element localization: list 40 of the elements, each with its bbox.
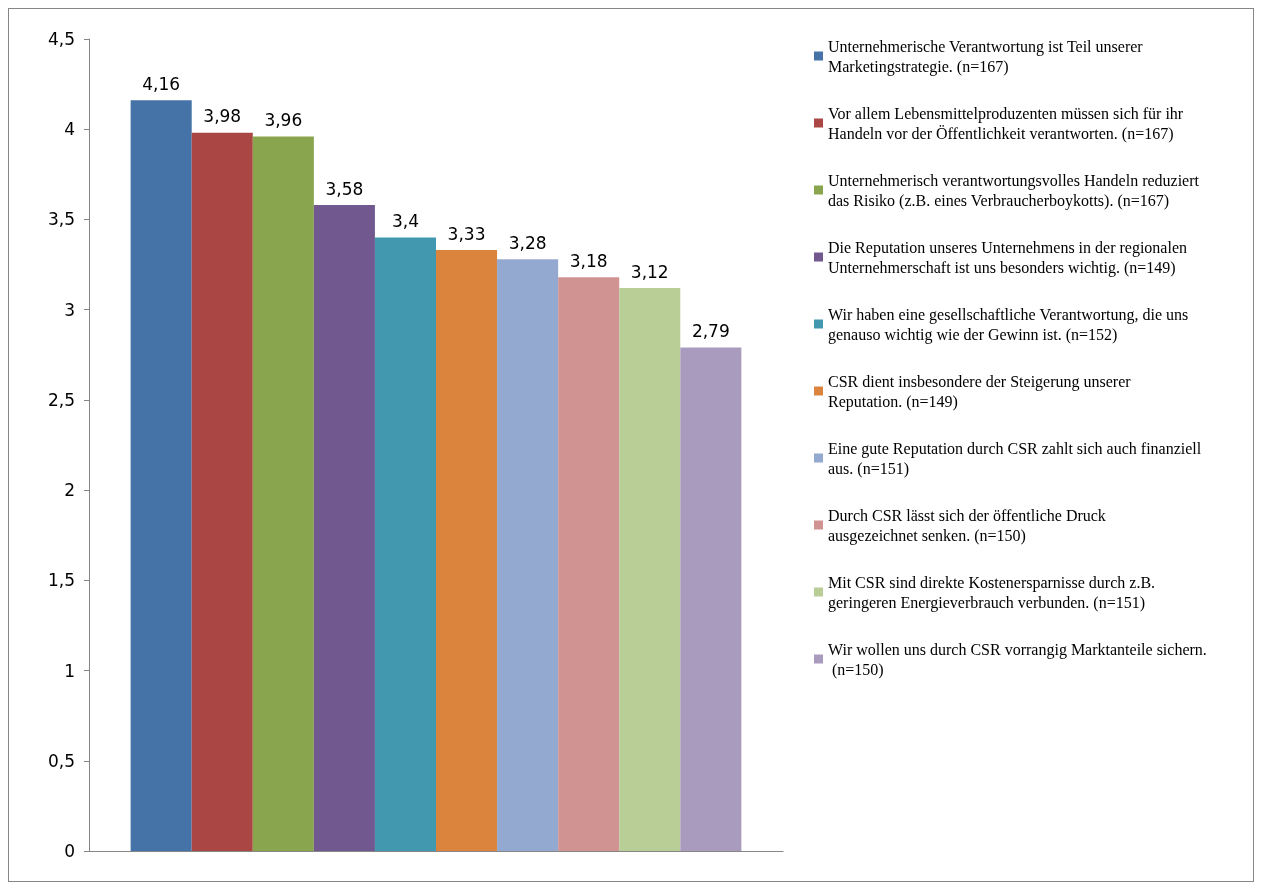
data-label: 3,4 xyxy=(391,210,419,231)
bar xyxy=(191,132,253,851)
y-tick-label: 4,5 xyxy=(47,29,75,49)
legend-label: CSR dient insbesondere der Steigerung unserer Reputation. (n=149) xyxy=(828,372,1135,411)
bar xyxy=(558,277,620,851)
legend-label: Vor allem Lebensmittelproduzenten müssen sich für ihr Handeln vor der Öffentlichkeit verantworten. (n=167) xyxy=(828,104,1188,143)
bar xyxy=(130,100,192,851)
data-label: 3,58 xyxy=(325,178,364,199)
legend-label: Eine gute Reputation durch CSR zahlt sich auch finanziell aus. (n=151) xyxy=(828,439,1206,478)
data-label: 3,33 xyxy=(447,223,486,244)
legend-label: Wir haben eine gesellschaftliche Verantwortung, die uns genauso wichtig wie der Gewinn ist. (n=152) xyxy=(828,305,1193,344)
y-tick-label: 1,5 xyxy=(47,570,75,591)
bar xyxy=(313,205,375,851)
legend-label: Wir wollen uns durch CSR vorrangig Marktanteile sichern. (n=150) xyxy=(828,640,1207,679)
y-tick-label: 2 xyxy=(64,480,75,501)
bar xyxy=(619,288,681,851)
data-label: 3,18 xyxy=(569,250,608,271)
bar xyxy=(436,250,498,851)
y-tick-label: 0 xyxy=(64,841,75,861)
bar xyxy=(374,237,436,851)
data-label: 3,12 xyxy=(630,261,669,282)
data-label: 3,98 xyxy=(203,106,242,127)
bar xyxy=(497,259,559,851)
legend-label: Unternehmerisch verantwortungsvolles Handeln reduziert das Risiko (z.B. eines Verbraucherboykotts). (n=167) xyxy=(828,171,1203,210)
y-tick-label: 0,5 xyxy=(47,750,75,771)
data-label: 2,79 xyxy=(691,321,730,342)
y-tick-label: 1 xyxy=(64,660,75,681)
legend-label: Mit CSR sind direkte Kostenersparnisse durch z.B. geringeren Energieverbrauch verbunden. (n=151) xyxy=(828,573,1160,612)
y-tick-label: 4 xyxy=(64,119,75,140)
y-tick-label: 3 xyxy=(64,299,75,320)
legend-label: Durch CSR lässt sich der öffentliche Druck ausgezeichnet senken. (n=150) xyxy=(828,506,1110,545)
data-label: 3,28 xyxy=(508,232,547,253)
y-tick-label: 3,5 xyxy=(47,209,75,230)
y-tick-label: 2,5 xyxy=(47,389,75,410)
legend-label: Unternehmerische Verantwortung ist Teil unserer Marketingstrategie. (n=167) xyxy=(828,37,1147,76)
data-label: 4,16 xyxy=(142,73,181,94)
bar xyxy=(680,347,742,851)
legend-label: Die Reputation unseres Unternehmens in der regionalen Unternehmerschaft ist uns besonders wichtig. (n=149) xyxy=(828,238,1191,277)
data-label: 3,96 xyxy=(264,109,303,130)
bar xyxy=(252,136,314,851)
